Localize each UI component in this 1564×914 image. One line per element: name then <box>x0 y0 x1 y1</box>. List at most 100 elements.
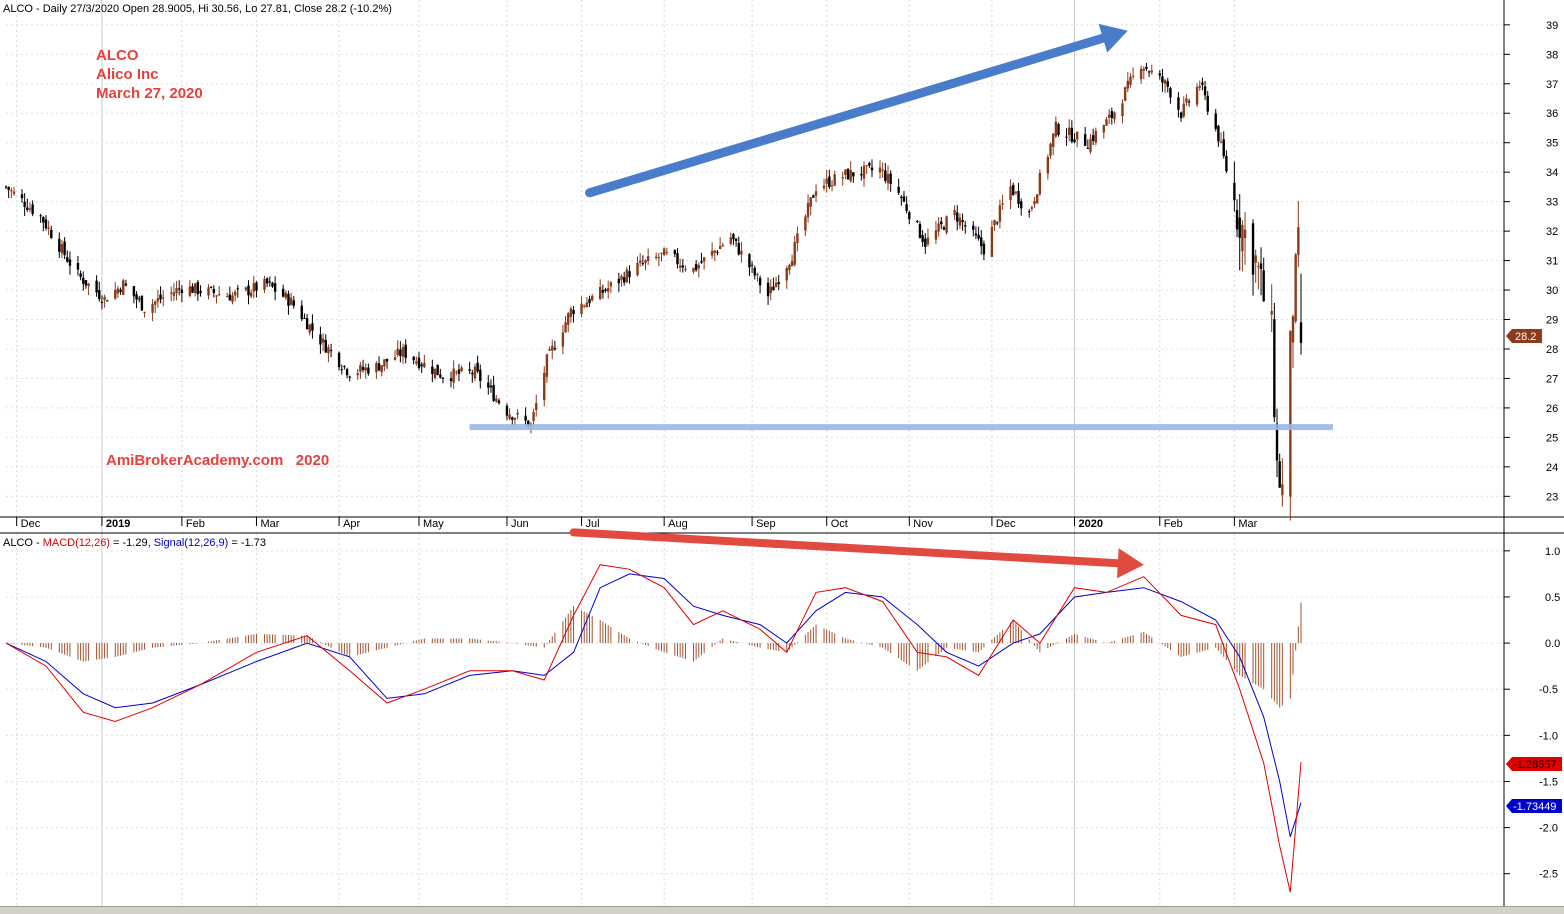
candle-body <box>758 277 762 286</box>
candle-body <box>1036 194 1039 204</box>
candle-body <box>1113 112 1116 120</box>
macd-axis-label: -2.5 <box>1539 869 1558 881</box>
candle-body <box>940 221 943 225</box>
candle-body <box>1235 210 1239 230</box>
candle-body <box>455 371 458 373</box>
price-axis-label: 28 <box>1546 344 1558 356</box>
candle-body <box>1030 207 1034 209</box>
macd-histogram <box>8 602 1302 708</box>
candle-body <box>646 256 650 261</box>
x-axis-label: Dec <box>21 518 41 530</box>
candle-body <box>766 282 770 297</box>
candle-body <box>151 304 154 313</box>
candle-body <box>1089 138 1092 152</box>
candle-body <box>1179 112 1183 119</box>
candle-body <box>756 274 759 276</box>
candle-body <box>225 296 229 298</box>
candle-body <box>1198 85 1201 88</box>
candle-body <box>830 185 834 187</box>
candle-body <box>849 169 852 182</box>
candle-body <box>1150 70 1153 73</box>
price-axis-label: 39 <box>1546 20 1558 32</box>
candle-body <box>1161 76 1164 83</box>
candle-body <box>281 288 285 297</box>
candle-body <box>1294 254 1297 322</box>
candle-body <box>119 289 122 293</box>
candle-body <box>828 176 831 187</box>
candle-body <box>886 173 890 184</box>
candle-body <box>124 283 128 286</box>
candle-body <box>122 280 125 295</box>
candle-body <box>673 250 677 255</box>
candle-body <box>319 334 322 345</box>
candle-body <box>1009 186 1012 200</box>
candle-body <box>42 216 45 223</box>
candle-body <box>833 174 836 186</box>
candle-body <box>1187 101 1191 103</box>
candle-body <box>1102 125 1106 133</box>
candle-body <box>977 234 980 239</box>
candle-body <box>303 317 306 319</box>
candle-body <box>996 222 999 224</box>
candle-body <box>953 209 956 216</box>
macd-value-text: -1.28557 <box>1513 759 1556 771</box>
candle-body <box>199 290 202 293</box>
candle-body <box>796 233 799 244</box>
x-axis-label: Apr <box>343 518 360 530</box>
candle-body <box>1126 80 1130 89</box>
candle-body <box>678 265 682 268</box>
candle-body <box>345 369 349 376</box>
candle-body <box>20 194 24 199</box>
candle-body <box>1012 185 1015 195</box>
candle-body <box>308 324 311 333</box>
candle-body <box>956 212 959 222</box>
candle-body <box>1206 95 1209 112</box>
candle-body <box>1243 229 1247 239</box>
candle-body <box>364 367 367 371</box>
candle-body <box>1075 131 1079 140</box>
candle-body <box>1091 135 1095 141</box>
candle-body <box>1017 190 1020 205</box>
candle-body <box>58 238 61 252</box>
candle-body <box>945 216 948 233</box>
candle-body <box>82 277 85 284</box>
candle-body <box>878 167 882 173</box>
candle-body <box>942 227 946 230</box>
candle-body <box>564 322 567 333</box>
candle-body <box>311 323 314 331</box>
candle-body <box>289 297 293 305</box>
candle-body <box>926 237 930 245</box>
candle-body <box>460 367 463 371</box>
candle-body <box>84 280 88 286</box>
close-value-text: 28.2 <box>1515 331 1536 343</box>
candle-body <box>247 285 250 296</box>
price-axis-label: 35 <box>1546 138 1558 150</box>
candle-body <box>1166 81 1169 87</box>
candle-body <box>908 212 911 220</box>
candle-body <box>79 273 82 277</box>
price-axis-label: 26 <box>1546 403 1558 415</box>
x-axis-label: Dec <box>996 518 1016 530</box>
candle-body <box>431 366 434 375</box>
candle-body <box>1049 143 1052 156</box>
x-axis-label: Feb <box>1164 518 1183 530</box>
candle-body <box>990 226 994 257</box>
price-axis-label: 37 <box>1546 79 1558 91</box>
candlesticks <box>4 63 1303 521</box>
candle-body <box>473 366 477 379</box>
axis-ticks: Dec 2019 Feb Mar Apr May Jun Jul Aug Sep Oct Nov Dec… <box>16 20 1560 881</box>
candle-body <box>1254 255 1257 263</box>
candle-body <box>974 233 978 236</box>
candle-body <box>625 269 629 283</box>
candle-body <box>918 224 922 238</box>
candle-body <box>548 348 551 351</box>
candle-body <box>417 357 421 368</box>
candle-body <box>889 173 892 184</box>
macd-axis-label: 0.0 <box>1545 638 1560 650</box>
candle-body <box>154 301 157 305</box>
candle-body <box>255 282 258 291</box>
price-axis-label: 23 <box>1546 491 1558 503</box>
candle-body <box>106 300 109 302</box>
x-axis-label: Jul <box>586 518 600 530</box>
candle-body <box>359 365 362 372</box>
